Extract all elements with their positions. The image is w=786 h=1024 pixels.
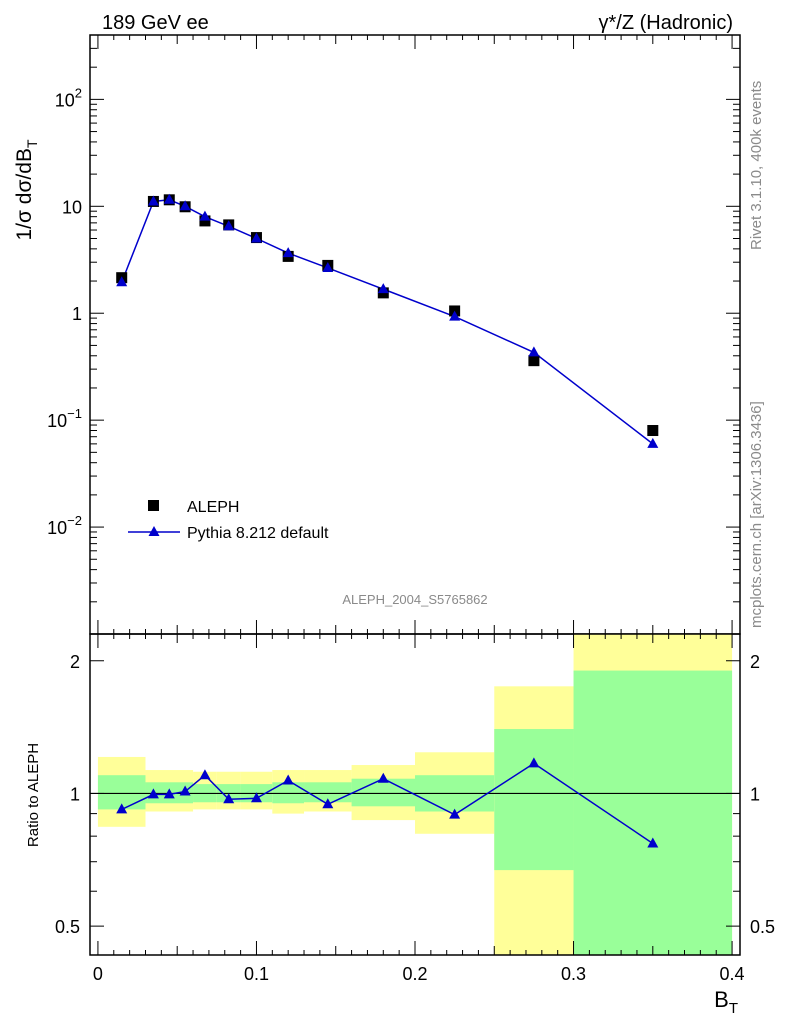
- ratio-panel: 0 0.1 0.2 0.3 0.4 BT 0.5 0.5 1 1 2 2 Ratio to ALEPH: [25, 633, 775, 1017]
- main-panel: 10−2 10−1 1 10 102 1/σ dσ/dBT ALEPH Pythia 8.21…: [13, 34, 741, 635]
- ratio-point: [147, 788, 159, 799]
- ratio-y-tick-label-left: 0.5: [55, 917, 80, 937]
- data-point: [647, 425, 659, 437]
- ratio-point: [223, 793, 235, 804]
- mc-point: [163, 193, 175, 204]
- ratio-band-inner-10: [573, 670, 733, 955]
- ratio-y-tick-label-right: 1: [750, 784, 760, 804]
- mc-point: [147, 195, 159, 206]
- analysis-id-watermark: ALEPH_2004_S5765862: [342, 592, 487, 607]
- x-axis-label: BT: [714, 987, 738, 1017]
- y-axis-label: 1/σ dσ/dBT: [13, 139, 40, 240]
- ratio-y-tick-label-left: 2: [70, 652, 80, 672]
- ratio-band-inner-9: [494, 729, 574, 871]
- mcplots-site-label: mcplots.cern.ch [arXiv:1306.3436]: [748, 401, 765, 628]
- ratio-point: [322, 798, 334, 809]
- ratio-y-tick-label-right: 2: [750, 652, 760, 672]
- legend-mc-label: Pythia 8.212 default: [187, 525, 329, 542]
- ratio-point: [282, 774, 294, 785]
- header-right-title: γ*/Z (Hadronic): [599, 12, 733, 34]
- y-tick-label: 10−1: [47, 406, 82, 431]
- mc-point: [449, 310, 461, 321]
- ratio-band-inner-7: [351, 778, 415, 807]
- ratio-point: [116, 803, 128, 814]
- mc-point: [322, 261, 334, 272]
- ratio-y-axis-label: Ratio to ALEPH: [25, 743, 42, 847]
- ratio-point: [449, 808, 461, 819]
- ratio-point: [179, 785, 191, 796]
- mc-point: [199, 210, 211, 221]
- ratio-point: [647, 837, 659, 848]
- main-plot-frame: [89, 34, 741, 635]
- mc-point: [223, 220, 235, 231]
- data-point: [199, 215, 211, 227]
- y-tick-label: 102: [55, 85, 82, 110]
- ratio-band-inner-5: [272, 782, 305, 804]
- x-tick-label: 0.2: [402, 964, 427, 984]
- ratio-y-tick-label-right: 0.5: [750, 917, 775, 937]
- y-tick-label: 10: [62, 197, 82, 217]
- mc-point: [179, 200, 191, 211]
- legend-mc-marker: [148, 526, 160, 536]
- header-left-title: 189 GeV ee: [102, 12, 209, 34]
- ratio-point: [199, 769, 211, 780]
- mc-point: [528, 346, 540, 357]
- rivet-version-label: Rivet 3.1.10, 400k events: [748, 81, 765, 250]
- mc-point: [282, 247, 294, 258]
- x-tick-label: 0.1: [244, 964, 269, 984]
- y-tick-label: 1: [72, 304, 82, 324]
- mc-point: [116, 276, 128, 287]
- mc-point: [377, 283, 389, 294]
- y-tick-label: 10−2: [47, 513, 82, 538]
- ratio-point: [163, 788, 175, 799]
- ratio-point: [377, 772, 389, 783]
- ratio-y-tick-label-left: 1: [70, 784, 80, 804]
- data-point: [528, 355, 540, 367]
- mc-point: [250, 232, 262, 243]
- mc-series-line: [121, 199, 654, 445]
- x-tick-label: 0: [93, 964, 103, 984]
- x-tick-label: 0.4: [720, 964, 745, 984]
- ratio-point: [250, 792, 262, 803]
- ratio-point: [528, 757, 540, 768]
- legend-data-label: ALEPH: [187, 499, 239, 516]
- legend-data-marker: [148, 500, 159, 511]
- mc-point: [647, 437, 659, 448]
- x-tick-label: 0.3: [561, 964, 586, 984]
